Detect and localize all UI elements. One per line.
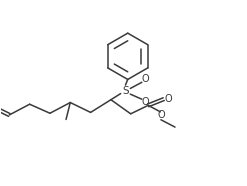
Text: O: O xyxy=(142,74,150,84)
Text: S: S xyxy=(122,86,129,96)
Text: O: O xyxy=(157,110,165,120)
Text: O: O xyxy=(165,94,173,104)
Text: O: O xyxy=(142,97,150,107)
